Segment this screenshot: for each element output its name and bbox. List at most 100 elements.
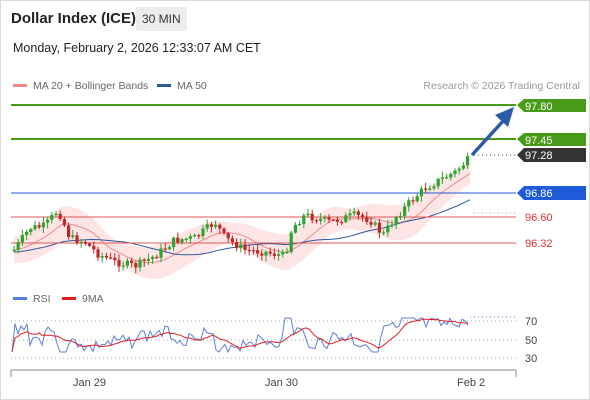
candle-body [16,242,20,250]
candle-body [306,213,310,216]
candle-body [159,248,163,258]
candle-body [218,224,222,229]
bollinger-band [14,162,470,279]
candle-body [12,249,16,252]
candle-body [58,213,62,220]
candle-body [356,211,360,215]
x-label-feb2: Feb 2 [457,377,485,389]
legend-ma50-label: MA 50 [177,80,207,92]
candle-body [432,186,436,189]
candle-body [361,214,365,218]
candle-body [50,215,54,220]
tag-96-32-text: 96.32 [525,238,553,250]
rsi-legend-label: RSI [33,293,51,305]
candle-body [197,235,201,237]
candle-body [83,241,87,244]
candle-body [75,235,79,243]
candle-body [390,224,394,226]
candle-body [117,260,121,267]
ma9-legend-label: 9MA [82,293,104,305]
candle-body [20,235,24,243]
candle-body [226,233,230,239]
candle-body [176,237,180,243]
candle-body [277,254,281,256]
candle-body [62,219,66,226]
candle-body [264,251,268,256]
candle-body [428,188,432,190]
candle-body [302,215,306,225]
candle-body [386,225,390,233]
candle-body [125,260,129,266]
candle-body [344,215,348,222]
candle-body [205,224,209,229]
candle-body [369,222,373,225]
instrument-title: Dollar Index (ICE) [11,10,137,27]
candle-body [130,260,134,264]
candle-body [180,239,184,243]
candle-body [419,188,423,197]
candle-body [25,231,29,236]
forecast-arrow-shaft [470,118,506,157]
rsi-label-30: 30 [525,353,537,365]
candle-body [201,228,205,236]
candle-body [146,258,150,261]
candle-body [461,165,465,169]
candle-body [41,222,45,228]
candle-body [445,177,449,179]
candle-body [54,213,58,216]
rsi-legend: RSI 9MA [13,293,104,305]
tag-97-28-text: 97.28 [525,150,553,162]
candle-body [239,244,243,249]
tag-97-45-text: 97.45 [525,135,553,147]
candle-body [453,170,457,174]
candle-body [163,248,167,250]
candle-body [113,257,117,261]
candle-body [121,265,125,267]
tag-97-45: 97.45 [517,133,586,147]
legend-ma50: MA 50 [157,80,207,92]
candle-body [92,245,96,250]
candle-body [398,215,402,218]
candle-body [222,228,226,234]
candle-body [415,196,419,202]
candle-body [377,222,381,233]
candle-body [436,178,440,187]
candle-body [71,235,75,237]
candle-body [335,219,339,222]
candle-body [440,177,444,179]
ma20-line [13,172,471,263]
candle-body [142,259,146,261]
rsi-label-70: 70 [525,316,537,328]
x-label-jan30: Jan 30 [265,377,298,389]
candle-body [310,213,314,221]
legend-bollinger: MA 20 + Bollinger Bands [13,80,148,92]
candle-body [289,232,293,252]
bollinger-swatch [13,83,27,87]
rsi-ma9-line [11,318,468,353]
candle-body [109,257,113,259]
candle-body [331,219,335,221]
candle-body [293,224,297,233]
candle-body [314,220,318,222]
tag-96-86-text: 96.86 [525,188,553,200]
candle-body [327,217,331,220]
candle-body [46,219,50,223]
candle-body [29,229,33,232]
report-datetime: Monday, February 2, 2026 12:33:07 AM CET [13,41,261,55]
forecast-arrow-head [495,107,514,127]
tag-96-86: 96.86 [517,186,586,200]
candle-body [193,235,197,237]
candle-body [256,250,260,254]
rsi-label-50: 50 [525,335,537,347]
tag-97-28: 97.28 [517,148,586,162]
timeframe-badge[interactable]: 30 MIN [136,7,187,31]
candle-body [88,243,92,246]
candle-body [235,241,239,249]
candle-body [104,255,108,258]
candle-body [172,237,176,248]
candle-body [394,217,398,225]
candle-body [184,238,188,240]
candle-body [319,218,323,221]
candle-body [365,217,369,223]
candle-body [251,250,255,252]
